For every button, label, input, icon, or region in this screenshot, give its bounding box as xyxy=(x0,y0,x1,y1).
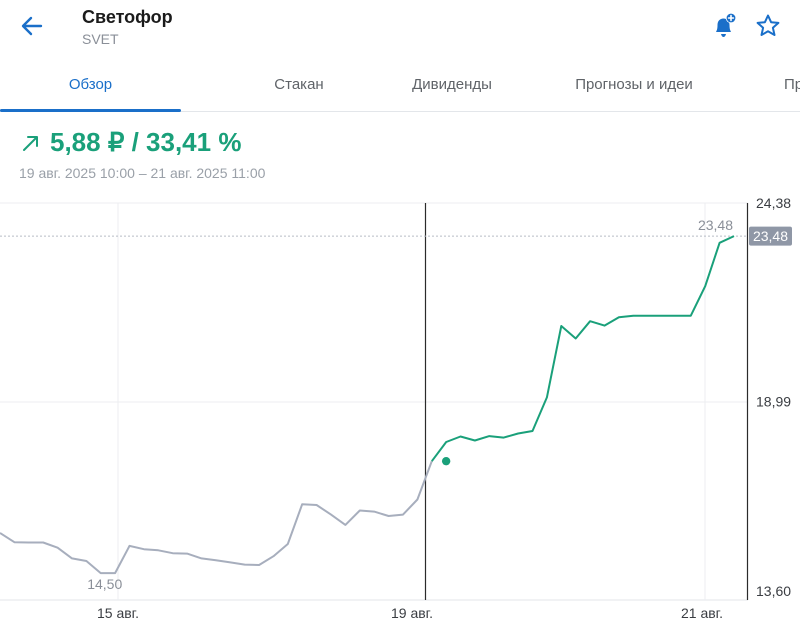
tab-order-book[interactable]: Стакан xyxy=(274,76,324,93)
favorite-button[interactable] xyxy=(752,10,784,42)
tab-overview[interactable]: Обзор xyxy=(68,76,113,93)
tab-forecasts-ideas[interactable]: Прогнозы и идеи xyxy=(575,76,693,93)
min-value-label: 14,50 xyxy=(87,576,122,592)
top-bar: Светофор SVET xyxy=(0,0,800,62)
y-tick-label: 18,99 xyxy=(756,394,791,410)
ticker-symbol: SVET xyxy=(82,31,119,47)
bell-plus-icon xyxy=(716,12,737,37)
last-price-badge-label: 23,48 xyxy=(753,228,788,244)
add-alert-button[interactable] xyxy=(708,10,740,42)
price-chart-svg[interactable]: 14,50 23,48 24,38 18,99 13,60 23,48 15 а… xyxy=(0,196,800,634)
y-tick-label: 13,60 xyxy=(756,583,791,599)
price-change-value: 5,88 ₽ / 33,41 % xyxy=(50,126,242,157)
tab-dividends[interactable]: Дивиденды xyxy=(412,76,492,93)
arrow-left-icon xyxy=(21,16,43,36)
page-title: Светофор xyxy=(82,7,173,27)
price-chart[interactable]: 14,50 23,48 24,38 18,99 13,60 23,48 15 а… xyxy=(0,196,800,634)
star-outline-icon xyxy=(756,14,780,36)
x-tick-label: 15 авг. xyxy=(97,605,139,621)
active-tab-indicator xyxy=(0,109,181,112)
price-change: 5,88 ₽ / 33,41 % xyxy=(20,124,241,160)
x-tick-label: 21 авг. xyxy=(681,605,723,621)
back-button[interactable] xyxy=(14,10,50,42)
series-selected-line xyxy=(430,235,735,462)
selection-point[interactable] xyxy=(441,456,451,466)
tab-overflow-partial[interactable]: Пр xyxy=(784,76,800,93)
tab-bar: Обзор Стакан Дивиденды Прогнозы и идеи П… xyxy=(0,62,800,112)
y-tick-label: 24,38 xyxy=(756,196,791,211)
series-history-line xyxy=(0,460,433,575)
period-range: 19 авг. 2025 10:00 – 21 авг. 2025 11:00 xyxy=(19,165,266,181)
max-value-label: 23,48 xyxy=(698,217,733,233)
arrow-up-right-icon xyxy=(23,136,38,151)
x-tick-label: 19 авг. xyxy=(391,605,433,621)
last-price-badge xyxy=(749,226,792,246)
